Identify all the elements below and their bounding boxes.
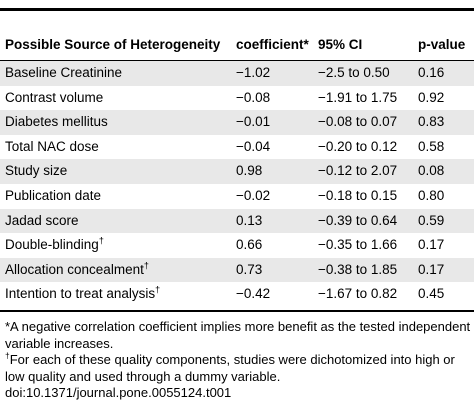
table-top-rule xyxy=(0,8,474,11)
row-source-label: Allocation concealment xyxy=(5,261,144,277)
row-ci: −2.5 to 0.50 xyxy=(318,65,390,80)
row-coefficient: −0.01 xyxy=(236,114,271,130)
row-coefficient: 0.73 xyxy=(236,261,263,277)
row-p-value: 0.92 xyxy=(418,89,445,105)
dagger-mark: † xyxy=(98,235,104,246)
row-p-value: 0.17 xyxy=(418,237,445,253)
row-coefficient: −0.04 xyxy=(236,138,271,154)
row-source-label: Intention to treat analysis xyxy=(5,286,156,302)
row-coefficient: −0.08 xyxy=(236,89,271,105)
table-body: Baseline Creatinine −1.02 −2.5 to 0.50 0… xyxy=(0,61,474,307)
table-footnotes: *A negative correlation coefficient impl… xyxy=(5,319,471,402)
row-ci: −1.91 to 1.75 xyxy=(318,89,398,105)
row-coefficient: −1.02 xyxy=(236,65,271,80)
table-row: Double-blinding† 0.66 −0.35 to 1.66 0.17 xyxy=(0,233,474,258)
footnote-coefficient: *A negative correlation coefficient impl… xyxy=(5,319,471,351)
table-row: Baseline Creatinine −1.02 −2.5 to 0.50 0… xyxy=(0,61,474,86)
dagger-mark: † xyxy=(155,284,161,295)
row-p-value: 0.17 xyxy=(418,261,445,277)
row-source-label: Double-blinding xyxy=(5,237,99,253)
table-row: Allocation concealment† 0.73 −0.38 to 1.… xyxy=(0,257,474,283)
row-source: Baseline Creatinine xyxy=(5,65,123,80)
row-ci: −0.20 to 0.12 xyxy=(318,138,398,154)
row-p-value: 0.45 xyxy=(418,286,445,302)
table-header-rule xyxy=(0,60,474,61)
row-ci: −0.18 to 0.15 xyxy=(318,187,398,203)
row-source: Publication date xyxy=(5,187,102,203)
row-ci: −0.38 to 1.85 xyxy=(318,261,398,277)
table-row: Diabetes mellitus −0.01 −0.08 to 0.07 0.… xyxy=(0,110,474,135)
row-coefficient: 0.66 xyxy=(236,237,263,253)
table-row: Publication date −0.02 −0.18 to 0.15 0.8… xyxy=(0,184,474,209)
footnote-quality: †For each of these quality components, s… xyxy=(5,350,471,385)
row-source: Diabetes mellitus xyxy=(5,114,108,130)
header-source: Possible Source of Heterogeneity xyxy=(5,37,221,52)
table-row: Contrast volume −0.08 −1.91 to 1.75 0.92 xyxy=(0,86,474,111)
row-source: Study size xyxy=(5,163,68,179)
row-p-value: 0.80 xyxy=(418,187,445,203)
row-ci: −1.67 to 0.82 xyxy=(318,286,398,302)
header-ci: 95% CI xyxy=(318,37,363,52)
header-coefficient: coefficient* xyxy=(236,37,309,52)
table-header: Possible Source of Heterogeneity coeffic… xyxy=(0,30,474,60)
table-row: Jadad score 0.13 −0.39 to 0.64 0.59 xyxy=(0,208,474,234)
row-ci: −0.08 to 0.07 xyxy=(318,114,398,130)
row-source: Jadad score xyxy=(5,212,79,228)
doi-link[interactable]: doi:10.1371/journal.pone.0055124.t001 xyxy=(5,385,232,400)
dagger-mark: † xyxy=(5,350,10,361)
row-ci: −0.12 to 2.07 xyxy=(318,163,398,179)
row-source: Double-blinding† xyxy=(5,233,104,258)
row-coefficient: 0.13 xyxy=(236,212,263,228)
header-p-value: p-value xyxy=(418,37,466,52)
row-ci: −0.35 to 1.66 xyxy=(318,237,398,253)
table-row: Study size 0.98 −0.12 to 2.07 0.08 xyxy=(0,159,474,184)
row-p-value: 0.16 xyxy=(418,65,445,80)
table-row: Total NAC dose −0.04 −0.20 to 0.12 0.58 xyxy=(0,135,474,160)
table-bottom-rule xyxy=(0,310,474,312)
row-p-value: 0.83 xyxy=(418,114,445,130)
row-p-value: 0.58 xyxy=(418,138,445,154)
row-coefficient: −0.02 xyxy=(236,187,271,203)
row-coefficient: −0.42 xyxy=(236,286,271,302)
table-row: Intention to treat analysis† −0.42 −1.67… xyxy=(0,282,474,307)
dagger-mark: † xyxy=(143,260,149,271)
row-source: Total NAC dose xyxy=(5,138,99,154)
row-source: Contrast volume xyxy=(5,89,104,105)
row-source: Intention to treat analysis† xyxy=(5,282,160,307)
row-ci: −0.39 to 0.64 xyxy=(318,212,398,228)
footnote-quality-text: For each of these quality components, st… xyxy=(5,352,455,384)
row-p-value: 0.59 xyxy=(418,212,445,228)
row-p-value: 0.08 xyxy=(418,163,445,179)
row-coefficient: 0.98 xyxy=(236,163,263,179)
row-source: Allocation concealment† xyxy=(5,258,149,283)
